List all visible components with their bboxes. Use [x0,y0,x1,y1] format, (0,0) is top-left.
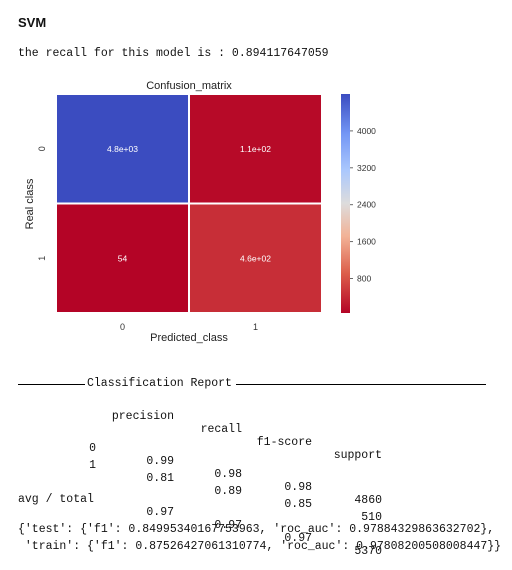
row-f1-score: 0.97 [284,532,312,545]
confusion-matrix-figure: 4.8e+03 1.1e+02 54 4.6e+02 0 1 0 1 Confusion_m… [24,80,376,344]
heatmap-cell [55,93,190,205]
report-title: Classification Report [87,377,232,390]
colorbar-tick-label: 1600 [357,237,376,247]
colorbar-tick-label: 3200 [357,163,376,173]
cell-annotation: 4.6e+02 [240,253,271,263]
row-support: 5370 [354,545,382,558]
cell-annotation: 54 [118,253,128,263]
header-precision: precision [111,410,174,423]
score-dict-line: 'train': {'f1': 0.87526427061310774, 'ro… [18,540,502,553]
report-rule-right [236,384,486,385]
row-precision: 0.97 [146,506,174,519]
section-heading: SVM [18,15,47,30]
row-f1-score: 0.98 [284,481,312,494]
colorbar-tick-label: 4000 [357,126,376,136]
score-dict-line: {'test': {'f1': 0.84995340167753963, 'ro… [18,523,495,536]
row-precision: 0.81 [146,472,174,485]
header-support: support [333,449,382,462]
row-recall: 0.89 [214,485,242,498]
row-label: 1 [89,459,96,472]
header-f1-score: f1-score [256,436,312,449]
report-header: precision recall f1-score support [0,397,512,462]
recall-output: the recall for this model is : 0.8941176… [18,47,329,60]
heatmap-cell [188,93,323,205]
row-recall: 0.98 [214,468,242,481]
colorbar-tick-label: 2400 [357,200,376,210]
report-row-0: 0 0.99 0.98 0.98 4860 [0,429,512,507]
row-recall: 0.97 [214,519,242,532]
x-axis-label: Predicted_class [150,332,228,344]
x-tick-label: 0 [120,322,125,332]
chart-title: Confusion_matrix [146,80,232,92]
row-label: 0 [89,442,96,455]
y-tick-label: 0 [37,146,47,151]
heatmap-cell [188,202,323,314]
y-tick-label: 1 [37,256,47,261]
report-row-1: 1 0.81 0.89 0.85 510 [0,446,512,524]
y-axis-label: Real class [24,178,36,229]
header-recall: recall [200,423,242,436]
colorbar-tick-label: 800 [357,274,371,284]
row-f1-score: 0.85 [284,498,312,511]
row-label: avg / total [18,493,94,506]
colorbar [341,94,350,313]
heatmap-cell [55,202,190,314]
report-rule-left [18,384,85,385]
row-precision: 0.99 [146,455,174,468]
x-tick-label: 1 [253,322,258,332]
cell-annotation: 1.1e+02 [240,144,271,154]
row-support: 4860 [354,494,382,507]
report-row-avg: avg / total 0.97 0.97 0.97 5370 [0,480,512,558]
cell-annotation: 4.8e+03 [107,144,138,154]
row-support: 510 [361,511,382,524]
